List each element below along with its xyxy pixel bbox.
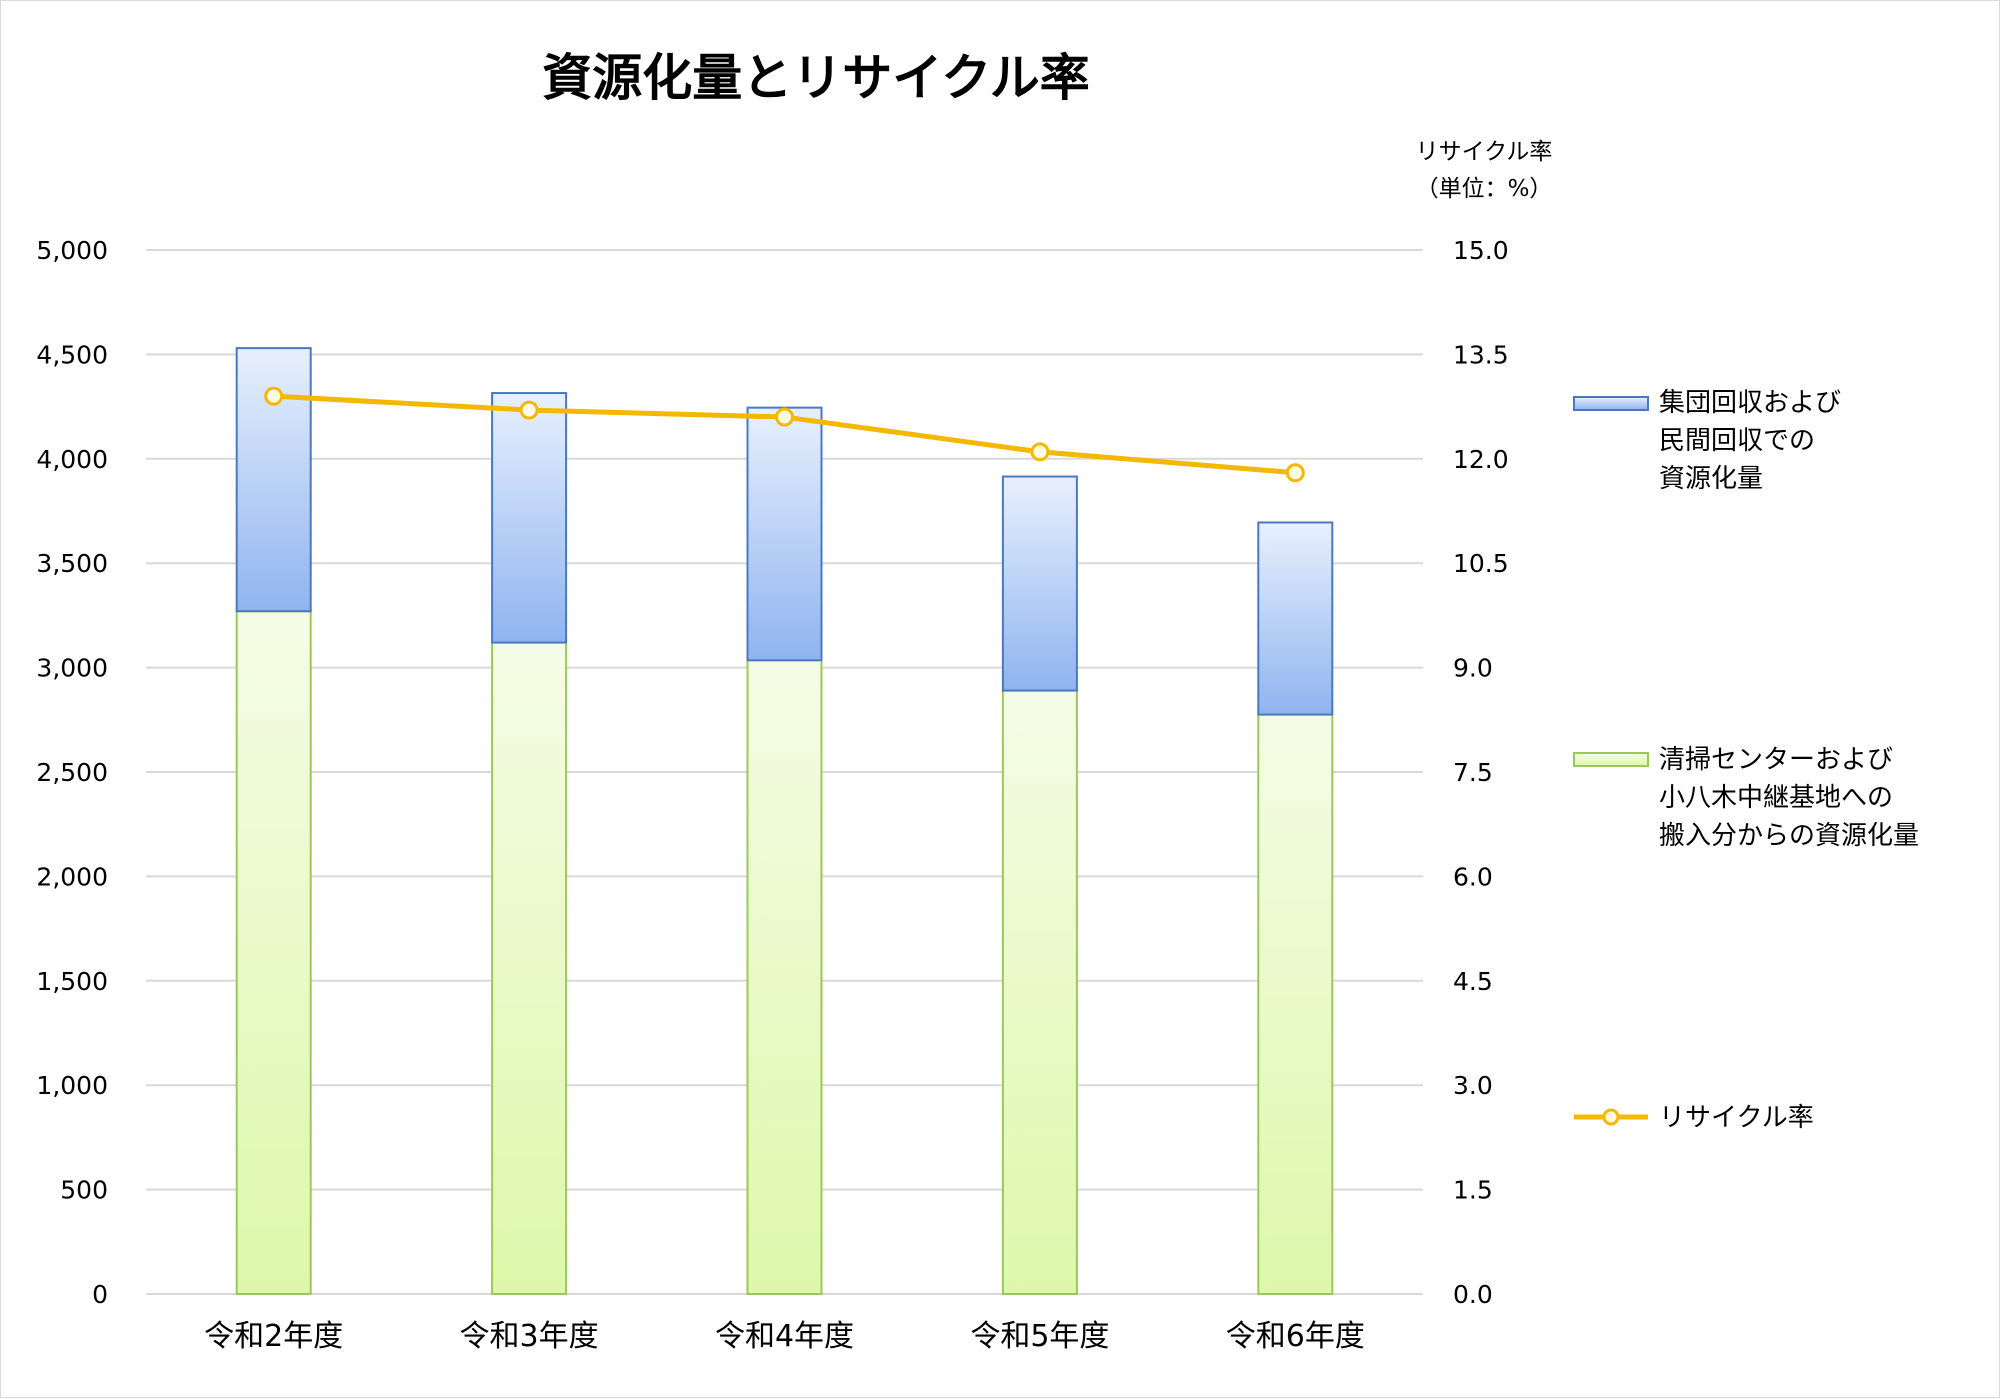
right-tick-label: 12.0: [1453, 445, 1509, 474]
legend-label-center-line2: 小八木中継基地への: [1659, 783, 1893, 813]
right-tick-label: 1.5: [1453, 1176, 1493, 1205]
left-tick-label: 500: [60, 1176, 108, 1205]
left-tick-label: 1,500: [36, 967, 108, 996]
bar-center-resource: [746, 659, 823, 1295]
left-tick-label: 2,000: [36, 862, 108, 891]
legend-label-collection-line1: 集団回収および: [1659, 388, 1841, 418]
legend-label-collection-line3: 資源化量: [1659, 464, 1763, 494]
chart-title: 資源化量とリサイクル率: [542, 49, 1090, 107]
legend-label-recycling: リサイクル率: [1659, 1103, 1814, 1133]
rate-marker: [1030, 442, 1050, 462]
category-label: 令和3年度: [460, 1319, 599, 1354]
bar-collection-resource: [1257, 521, 1334, 716]
right-tick-label: 3.0: [1453, 1071, 1493, 1100]
legend-marker-recycling: [1602, 1108, 1620, 1126]
right-tick-label: 6.0: [1453, 862, 1493, 891]
rate-marker: [1285, 463, 1305, 483]
bar-center-resource: [235, 610, 312, 1295]
bar-collection-resource: [491, 392, 568, 644]
bar-center-resource: [1001, 689, 1078, 1295]
legend-label-center-line1: 清掃センターおよび: [1659, 745, 1893, 775]
right-tick-label: 4.5: [1453, 967, 1493, 996]
left-axis: 0 500 1,000 1,500 2,000 2,500 3,000 3,500 4,000 4…: [36, 236, 108, 1309]
category-labels: 令和2年度 令和3年度 令和4年度 令和5年度 令和6年度: [204, 1319, 1365, 1354]
legend: 集団回収および 民間回収での 資源化量 清掃センターおよび 小八木中継基地への …: [1573, 388, 1919, 1133]
left-tick-label: 4,000: [36, 445, 108, 474]
rate-marker: [775, 407, 794, 427]
category-label: 令和5年度: [970, 1319, 1109, 1354]
rate-marker: [264, 386, 284, 406]
bars: [235, 347, 1334, 1295]
right-tick-label: 9.0: [1453, 654, 1493, 683]
legend-label-collection-line2: 民間回収での: [1659, 426, 1815, 456]
rate-marker: [519, 400, 539, 420]
right-tick-label: 15.0: [1453, 236, 1509, 265]
left-tick-label: 2,500: [36, 758, 108, 787]
legend-label-center-line3: 搬入分からの資源化量: [1659, 821, 1919, 851]
left-tick-label: 1,000: [36, 1071, 108, 1100]
recycling-rate-line: [264, 386, 1305, 483]
category-label: 令和4年度: [715, 1319, 854, 1354]
left-tick-label: 5,000: [36, 236, 108, 265]
right-tick-label: 10.5: [1453, 549, 1509, 578]
left-tick-label: 0: [92, 1280, 108, 1309]
right-axis: 0.0 1.5 3.0 4.5 6.0 7.5 9.0 10.5 12.0 13.5 15.0: [1453, 236, 1509, 1309]
right-axis-label-line1: リサイクル率: [1416, 139, 1553, 165]
right-tick-label: 7.5: [1453, 758, 1493, 787]
legend-swatch-collection: [1573, 396, 1649, 411]
right-tick-label: 0.0: [1453, 1280, 1493, 1309]
bar-collection-resource: [1001, 475, 1078, 692]
category-label: 令和2年度: [204, 1319, 343, 1354]
bar-collection-resource: [746, 406, 823, 662]
bar-center-resource: [1257, 713, 1334, 1295]
left-tick-label: 3,000: [36, 654, 108, 683]
right-tick-label: 13.5: [1453, 340, 1509, 369]
left-tick-label: 3,500: [36, 549, 108, 578]
category-label: 令和6年度: [1226, 1319, 1365, 1354]
right-axis-label-line2: （単位：%）: [1416, 176, 1553, 202]
bar-center-resource: [491, 641, 568, 1295]
left-tick-label: 4,500: [36, 340, 108, 369]
legend-swatch-center: [1573, 752, 1649, 767]
